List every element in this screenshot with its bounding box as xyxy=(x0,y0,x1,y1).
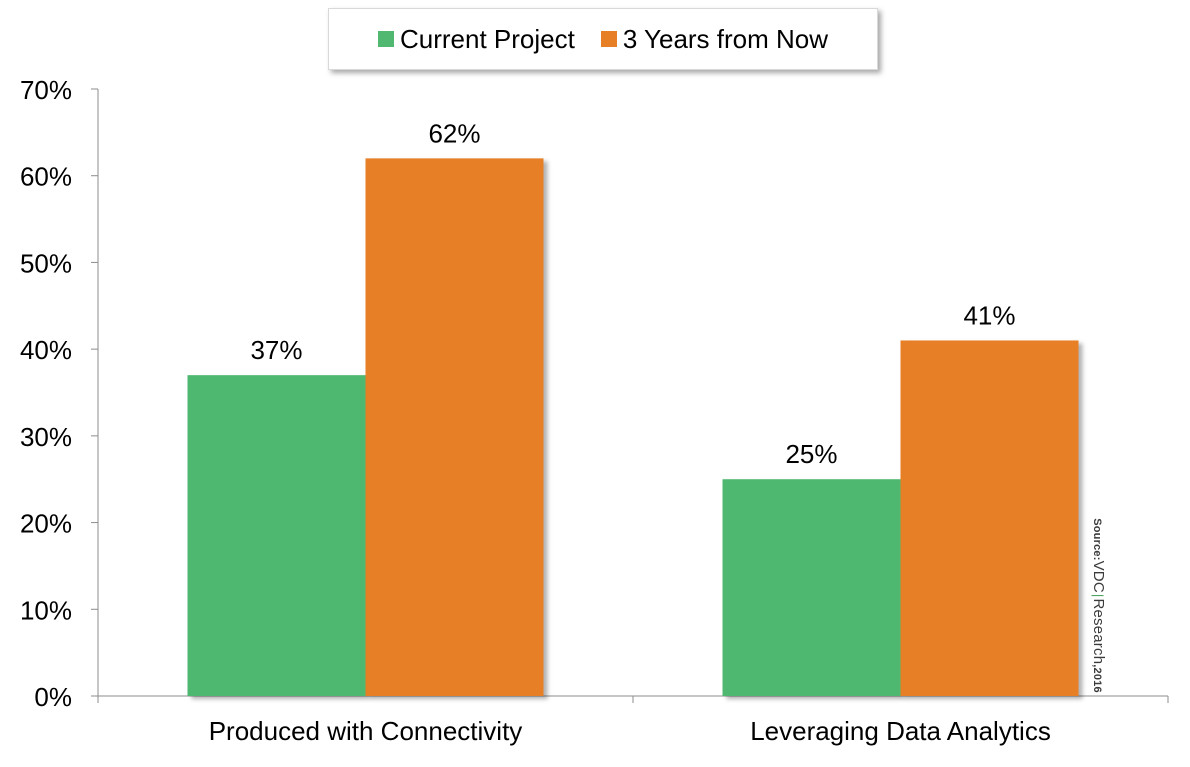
source-stamp-text: Source:VDC|Research,2016 xyxy=(1090,518,1107,693)
y-tick-label: 10% xyxy=(20,595,72,625)
legend-label-current-project: Current Project xyxy=(399,23,575,54)
x-category-label: Produced with Connectivity xyxy=(209,716,523,746)
legend-item-3-years-from-now: 3 Years from Now xyxy=(600,23,829,55)
y-tick-label: 50% xyxy=(20,248,72,278)
y-axis: 0% 10% 20% 30% 40% 50% 60% 70% xyxy=(20,75,99,712)
bar-0-1 xyxy=(722,479,901,696)
data-label: 62% xyxy=(428,118,480,148)
y-tick-label: 0% xyxy=(34,682,72,712)
y-tick-label: 30% xyxy=(20,422,72,452)
source-prefix: Source: xyxy=(1090,517,1103,561)
y-tick-label: 60% xyxy=(20,162,72,192)
data-labels-group: 37% 62% 25% 41% xyxy=(250,118,1015,469)
legend-swatch-3-years-from-now xyxy=(600,31,617,47)
data-label: 37% xyxy=(250,335,302,365)
source-year: ,2016 xyxy=(1090,663,1103,693)
source-brand-second: Research xyxy=(1089,597,1107,664)
y-tick-label: 20% xyxy=(20,509,72,539)
source-brand-first: VDC xyxy=(1089,560,1107,593)
bars-group xyxy=(187,158,1079,696)
y-tick-label: 70% xyxy=(20,75,72,105)
bar-1-0 xyxy=(365,158,544,696)
x-axis: Produced with Connectivity Leveraging Dat… xyxy=(97,695,1169,746)
legend-item-current-project: Current Project xyxy=(377,23,575,55)
x-category-label: Leveraging Data Analytics xyxy=(750,716,1051,746)
legend-swatch-current-project xyxy=(377,31,394,47)
bar-1-1 xyxy=(900,340,1079,696)
bar-0-0 xyxy=(187,375,366,696)
legend: Current Project 3 Years from Now xyxy=(328,8,878,70)
source-divider: | xyxy=(1090,593,1106,597)
data-label: 25% xyxy=(785,439,837,469)
y-tick-label: 40% xyxy=(20,335,72,365)
source-stamp: Source:VDC|Research,2016 xyxy=(1083,516,1113,694)
legend-label-3-years-from-now: 3 Years from Now xyxy=(622,23,829,54)
data-label: 41% xyxy=(963,300,1015,330)
